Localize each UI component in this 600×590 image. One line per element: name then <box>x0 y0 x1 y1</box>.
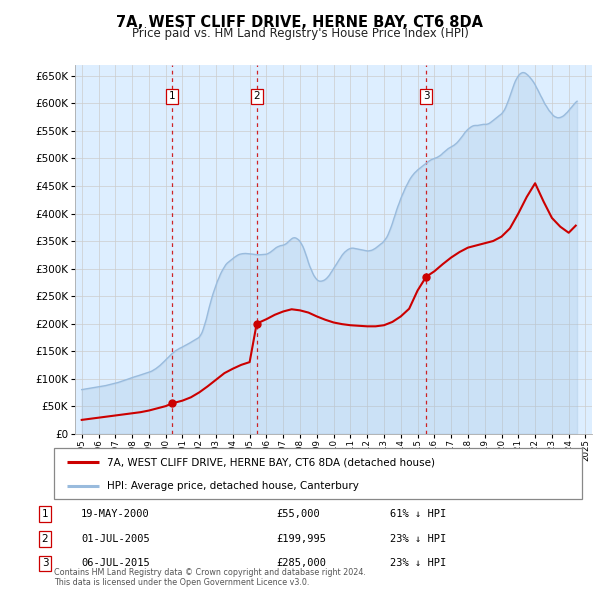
Text: 3: 3 <box>41 559 49 568</box>
Text: 2: 2 <box>253 91 260 101</box>
Text: HPI: Average price, detached house, Canterbury: HPI: Average price, detached house, Cant… <box>107 481 359 491</box>
Text: 1: 1 <box>169 91 175 101</box>
Text: 7A, WEST CLIFF DRIVE, HERNE BAY, CT6 8DA: 7A, WEST CLIFF DRIVE, HERNE BAY, CT6 8DA <box>116 15 484 30</box>
Text: £285,000: £285,000 <box>276 559 326 568</box>
Text: Contains HM Land Registry data © Crown copyright and database right 2024.
This d: Contains HM Land Registry data © Crown c… <box>54 568 366 587</box>
Text: 23% ↓ HPI: 23% ↓ HPI <box>390 534 446 543</box>
Text: 3: 3 <box>423 91 430 101</box>
Text: 2: 2 <box>41 534 49 543</box>
FancyBboxPatch shape <box>54 448 582 499</box>
Text: 1: 1 <box>41 509 49 519</box>
Text: 19-MAY-2000: 19-MAY-2000 <box>81 509 150 519</box>
Text: £199,995: £199,995 <box>276 534 326 543</box>
Text: 23% ↓ HPI: 23% ↓ HPI <box>390 559 446 568</box>
Text: 7A, WEST CLIFF DRIVE, HERNE BAY, CT6 8DA (detached house): 7A, WEST CLIFF DRIVE, HERNE BAY, CT6 8DA… <box>107 457 435 467</box>
Text: 06-JUL-2015: 06-JUL-2015 <box>81 559 150 568</box>
Text: Price paid vs. HM Land Registry's House Price Index (HPI): Price paid vs. HM Land Registry's House … <box>131 27 469 40</box>
Text: 01-JUL-2005: 01-JUL-2005 <box>81 534 150 543</box>
Text: 61% ↓ HPI: 61% ↓ HPI <box>390 509 446 519</box>
Text: £55,000: £55,000 <box>276 509 320 519</box>
